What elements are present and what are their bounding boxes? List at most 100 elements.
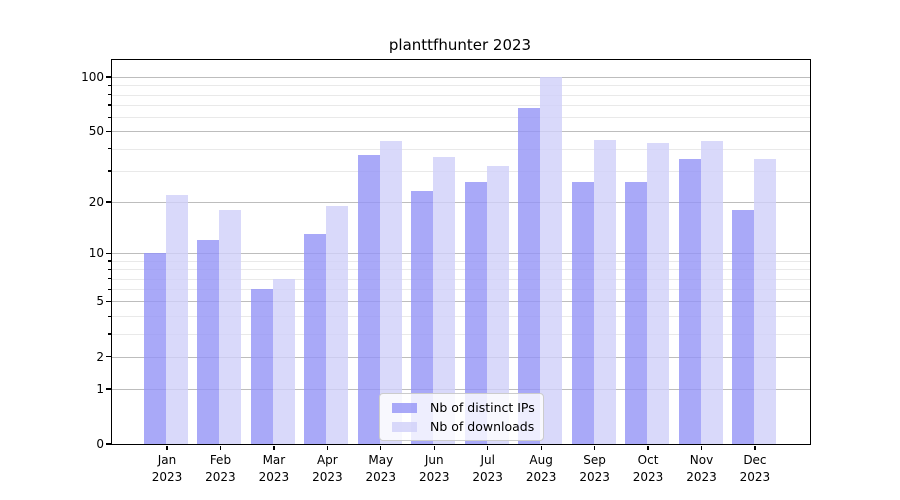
gridline-major xyxy=(112,388,810,390)
x-tick-label: Feb 2023 xyxy=(188,452,252,486)
x-tick-label: May 2023 xyxy=(349,452,413,486)
x-tick xyxy=(487,445,489,450)
x-tick-label: Jun 2023 xyxy=(402,452,466,486)
bar-nb-of-downloads-mar xyxy=(272,278,295,444)
gridline-major xyxy=(112,253,810,255)
legend-swatch-nb-of-distinct-ips xyxy=(392,402,417,413)
x-tick-label: Oct 2023 xyxy=(616,452,680,486)
x-tick xyxy=(166,445,168,450)
x-tick-month: Jun xyxy=(424,453,444,467)
x-tick-month: Feb xyxy=(209,453,232,467)
bar-nb-of-distinct-ips-nov xyxy=(678,158,701,444)
x-tick-year: 2023 xyxy=(632,470,664,484)
legend-label-nb-of-distinct-ips: Nb of distinct IPs xyxy=(430,400,535,415)
bar-nb-of-downloads-may xyxy=(379,141,402,444)
x-tick-month: Mar xyxy=(262,453,286,467)
bar-nb-of-downloads-jan xyxy=(166,194,188,444)
bar-nb-of-distinct-ips-jul xyxy=(464,181,487,444)
bar-nb-of-downloads-sep xyxy=(593,139,616,444)
y-minor-tick xyxy=(108,268,111,271)
x-tick-year: 2023 xyxy=(151,470,183,484)
x-tick-label: Jul 2023 xyxy=(456,452,520,486)
y-tick-label: 10 xyxy=(88,246,104,261)
legend: Nb of distinct IPs Nb of downloads xyxy=(379,393,544,441)
x-tick xyxy=(754,445,756,450)
x-tick xyxy=(540,445,542,450)
gridline-minor xyxy=(112,316,810,317)
gridline-minor xyxy=(112,170,810,172)
bar-nb-of-distinct-ips-jan xyxy=(144,253,166,444)
y-tick xyxy=(106,130,111,132)
gridline-minor xyxy=(112,333,810,335)
x-tick-year: 2023 xyxy=(258,470,290,484)
x-tick-label: Mar 2023 xyxy=(242,452,306,486)
y-tick-label: 2 xyxy=(96,349,104,364)
x-tick-month: Jan xyxy=(157,453,177,467)
gridline-minor xyxy=(112,85,810,87)
gridline-minor xyxy=(112,148,810,150)
bar-nb-of-distinct-ips-mar xyxy=(250,289,273,444)
x-tick-label: Jan 2023 xyxy=(135,452,199,486)
x-tick-year: 2023 xyxy=(418,470,450,484)
x-tick-year: 2023 xyxy=(472,470,503,484)
x-tick-month: Nov xyxy=(689,453,714,467)
x-tick-month: Apr xyxy=(316,453,338,467)
bar-nb-of-distinct-ips-may xyxy=(357,154,380,444)
gridline-major xyxy=(112,201,810,203)
gridline-minor xyxy=(112,117,810,119)
x-tick xyxy=(593,445,596,450)
y-tick-label: 5 xyxy=(96,294,104,309)
x-tick-year: 2023 xyxy=(312,470,343,484)
x-tick xyxy=(433,445,435,450)
bar-nb-of-distinct-ips-dec xyxy=(731,209,754,444)
y-tick xyxy=(106,300,111,303)
x-tick xyxy=(219,445,222,450)
y-tick xyxy=(106,388,111,390)
x-tick-label: Dec 2023 xyxy=(723,452,787,486)
gridline-minor xyxy=(112,104,810,106)
bar-nb-of-downloads-dec xyxy=(753,158,776,444)
x-tick-label: Aug 2023 xyxy=(509,452,573,486)
gridline-minor xyxy=(112,289,810,291)
y-tick xyxy=(106,355,111,358)
legend-label-nb-of-downloads: Nb of downloads xyxy=(430,419,535,434)
bar-nb-of-downloads-feb xyxy=(219,209,242,444)
legend-item-nb-of-downloads: Nb of downloads xyxy=(386,417,537,436)
x-tick-year: 2023 xyxy=(365,470,397,484)
x-tick-year: 2023 xyxy=(579,470,610,484)
gridline-minor xyxy=(112,278,810,280)
gridline-major xyxy=(112,356,810,358)
bar-nb-of-distinct-ips-feb xyxy=(197,240,220,444)
bar-nb-of-downloads-aug xyxy=(540,76,563,444)
x-tick-year: 2023 xyxy=(525,470,557,484)
y-tick-label: 50 xyxy=(88,124,104,139)
x-tick-label: Apr 2023 xyxy=(295,452,359,486)
y-tick xyxy=(106,201,111,203)
y-minor-tick xyxy=(108,288,111,291)
y-tick-label: 20 xyxy=(88,194,104,209)
x-tick-month: Oct xyxy=(637,453,659,467)
bar-nb-of-distinct-ips-jun xyxy=(411,191,434,444)
x-tick xyxy=(647,445,649,450)
x-tick-label: Sep 2023 xyxy=(563,452,627,486)
y-minor-tick xyxy=(108,148,111,150)
x-tick-label: Nov 2023 xyxy=(670,452,734,486)
y-tick xyxy=(106,76,111,78)
y-minor-tick xyxy=(108,116,111,118)
bar-nb-of-distinct-ips-sep xyxy=(571,181,594,444)
bar-nb-of-downloads-apr xyxy=(326,205,349,444)
y-minor-tick xyxy=(108,260,111,262)
y-minor-tick xyxy=(108,333,111,335)
legend-item-nb-of-distinct-ips: Nb of distinct IPs xyxy=(386,398,537,417)
bar-nb-of-downloads-jun xyxy=(433,156,456,444)
x-tick xyxy=(700,445,703,450)
y-minor-tick xyxy=(108,278,111,280)
y-minor-tick xyxy=(108,104,111,106)
bar-nb-of-distinct-ips-apr xyxy=(304,234,327,444)
x-tick-month: Sep xyxy=(583,453,606,467)
x-tick-month: Jul xyxy=(480,453,495,467)
y-tick xyxy=(106,443,111,445)
x-tick xyxy=(326,445,328,450)
x-tick-year: 2023 xyxy=(686,470,717,484)
chart-title: planttfhunter 2023 xyxy=(388,36,532,54)
